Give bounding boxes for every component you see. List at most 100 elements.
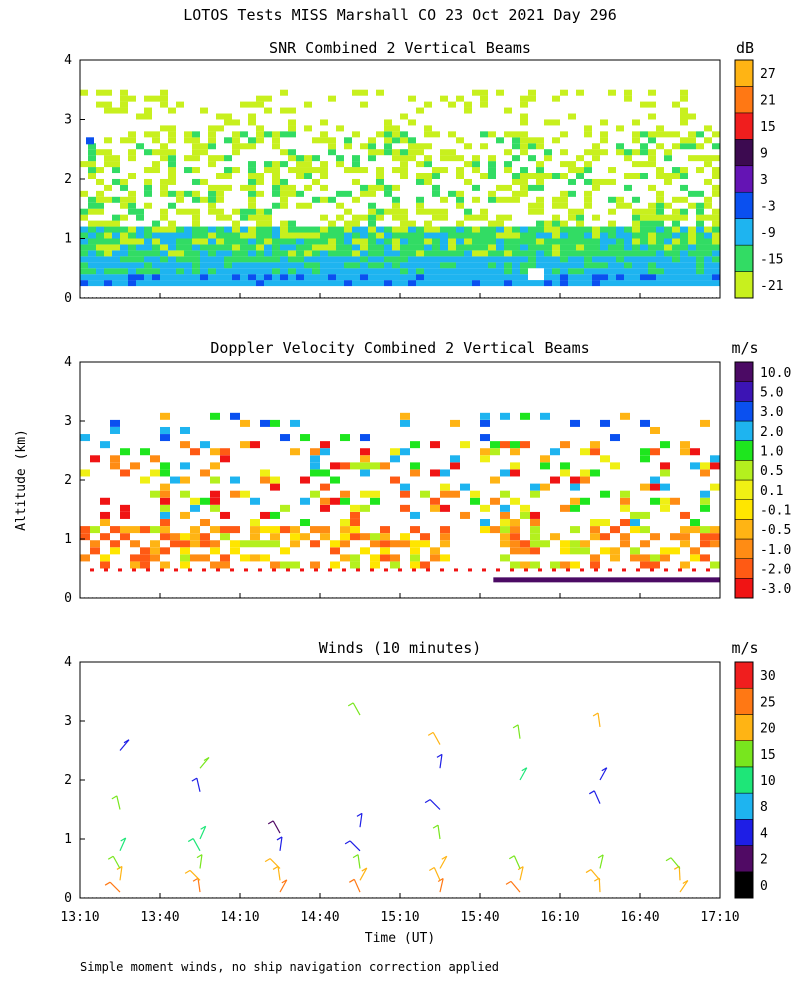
velocity-cell xyxy=(640,561,650,569)
snr-cell xyxy=(520,262,528,269)
snr-cell xyxy=(304,202,312,209)
snr-cell xyxy=(136,274,144,281)
velocity-cell xyxy=(210,448,220,456)
snr-cell xyxy=(336,125,344,132)
snr-cell xyxy=(224,250,232,257)
snr-cell xyxy=(328,149,336,156)
snr-cell xyxy=(360,143,368,150)
wind-barb-flag xyxy=(184,869,191,874)
velocity-cell xyxy=(250,554,260,562)
snr-cell xyxy=(464,178,472,185)
snr-cell xyxy=(416,178,424,185)
snr-cell xyxy=(184,250,192,257)
snr-cell xyxy=(240,274,248,281)
snr-cell xyxy=(648,244,656,251)
wind-barb-flag xyxy=(203,756,210,761)
snr-cell xyxy=(440,167,448,174)
velocity-cell xyxy=(180,426,190,434)
snr-cell xyxy=(88,143,96,150)
snr-cell xyxy=(80,89,88,96)
snr-cell xyxy=(448,262,456,269)
snr-cell xyxy=(488,196,496,203)
snr-cell xyxy=(480,256,488,263)
snr-cell xyxy=(568,208,576,215)
velocity-cell xyxy=(560,462,570,470)
snr-cell xyxy=(320,131,328,138)
snr-cell xyxy=(328,143,336,150)
snr-cell xyxy=(512,196,520,203)
snr-cell xyxy=(456,280,464,287)
snr-cell xyxy=(256,262,264,269)
velocity-cell xyxy=(400,448,410,456)
velocity-cell xyxy=(320,483,330,491)
velocity-cell xyxy=(524,568,528,572)
snr-cell xyxy=(120,250,128,257)
velocity-cell xyxy=(310,448,320,456)
velocity-cell xyxy=(552,568,556,572)
snr-cell xyxy=(368,220,376,227)
snr-cell xyxy=(152,244,160,251)
velocity-cell xyxy=(230,412,240,420)
snr-cell xyxy=(544,173,552,179)
snr-cell xyxy=(584,161,592,168)
snr-cell xyxy=(152,232,160,239)
velocity-cell xyxy=(290,540,300,548)
colorbar-segment xyxy=(734,244,754,272)
snr-cell xyxy=(312,238,320,245)
velocity-cell xyxy=(140,526,150,534)
colorbar-label: 0.5 xyxy=(760,464,783,479)
snr-cell xyxy=(272,268,280,275)
velocity-cell xyxy=(160,547,170,555)
velocity-cell xyxy=(430,504,440,512)
snr-cell xyxy=(328,268,336,275)
snr-cell xyxy=(136,226,144,233)
snr-cell xyxy=(512,155,520,162)
velocity-cell xyxy=(330,561,340,569)
wind-barb-flag xyxy=(196,854,203,859)
velocity-cell xyxy=(160,497,170,505)
velocity-cell xyxy=(380,526,390,534)
snr-cell xyxy=(392,232,400,239)
snr-cell xyxy=(496,238,504,245)
snr-cell xyxy=(384,268,392,275)
snr-cell xyxy=(712,262,720,269)
snr-cell xyxy=(712,232,720,239)
snr-cell xyxy=(160,95,168,102)
snr-cell xyxy=(704,137,712,144)
snr-cell xyxy=(624,226,632,233)
snr-cell xyxy=(376,226,384,233)
snr-cell xyxy=(688,244,696,251)
snr-cell xyxy=(568,256,576,263)
snr-cell xyxy=(328,196,336,203)
velocity-cell xyxy=(600,419,610,427)
snr-cell xyxy=(152,137,160,144)
y-tick-label: 1 xyxy=(64,232,72,247)
snr-cell xyxy=(656,190,664,197)
snr-cell xyxy=(216,196,224,203)
snr-cell xyxy=(496,137,504,144)
snr-cell xyxy=(608,178,616,185)
velocity-cell xyxy=(640,419,650,427)
wind-barb xyxy=(519,767,528,781)
snr-cell xyxy=(632,220,640,227)
snr-cell xyxy=(568,274,576,281)
snr-cell xyxy=(576,167,584,174)
snr-cell xyxy=(328,256,336,263)
colorbar-label: -9 xyxy=(760,226,776,241)
snr-cell xyxy=(416,196,424,203)
snr-cell xyxy=(696,238,704,245)
velocity-cell xyxy=(380,462,390,470)
snr-cell xyxy=(552,238,560,245)
snr-cell xyxy=(112,262,120,269)
velocity-cell xyxy=(320,526,330,534)
snr-cell xyxy=(560,244,568,251)
snr-cell xyxy=(88,196,96,203)
velocity-cell xyxy=(220,511,230,519)
snr-cell xyxy=(120,238,128,245)
wind-barb-flag xyxy=(191,777,198,782)
velocity-cell xyxy=(230,526,240,534)
snr-cell xyxy=(272,238,280,245)
snr-cell xyxy=(240,214,248,221)
snr-cell xyxy=(368,280,376,287)
snr-cell xyxy=(296,256,304,263)
